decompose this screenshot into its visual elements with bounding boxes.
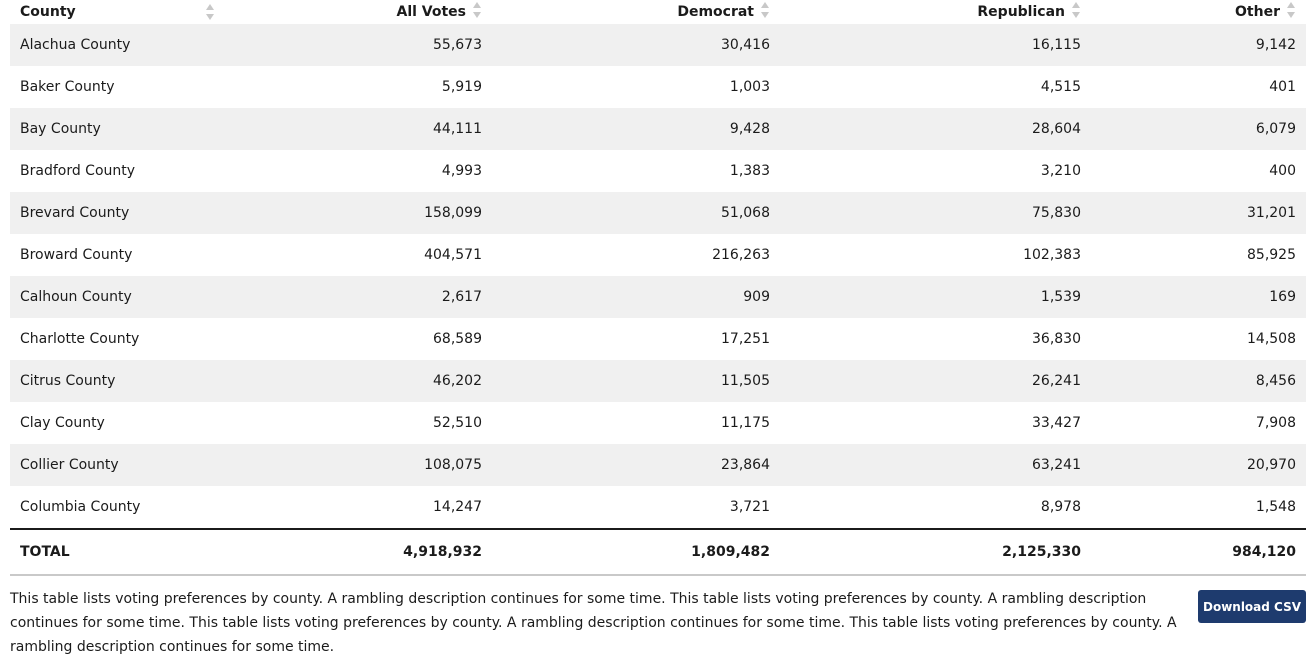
table-row: Alachua County 55,673 30,416 16,115 9,142 [10,24,1306,66]
democrat-cell: 30,416 [721,37,770,53]
republican-cell: 1,539 [1040,289,1081,305]
democrat-cell: 909 [743,289,770,305]
democrat-cell: 11,175 [721,415,770,431]
county-cell: Bay County [20,121,101,137]
table-row: Bradford County 4,993 1,383 3,210 400 [10,150,1306,192]
democrat-cell: 51,068 [721,205,770,221]
results-table: County All Votes Democrat Republican Oth… [10,0,1306,576]
county-cell: Alachua County [20,37,131,53]
all-votes-cell: 46,202 [433,373,482,389]
county-cell: Calhoun County [20,289,132,305]
republican-cell: 36,830 [1032,331,1081,347]
other-cell: 8,456 [1255,373,1296,389]
democrat-cell: 23,864 [721,457,770,473]
republican-cell: 3,210 [1040,163,1081,179]
county-cell: Bradford County [20,163,136,179]
total-all-votes: 4,918,932 [310,528,492,576]
other-cell: 14,508 [1247,331,1296,347]
column-header-label: County [20,4,76,20]
republican-cell: 28,604 [1032,121,1081,137]
table-row: Brevard County 158,099 51,068 75,830 31,201 [10,192,1306,234]
column-header-other[interactable]: Other [1091,0,1306,24]
other-cell: 7,908 [1255,415,1296,431]
column-header-label: Democrat [677,4,754,20]
all-votes-cell: 52,510 [433,415,482,431]
democrat-cell: 216,263 [712,247,770,263]
county-cell: Baker County [20,79,115,95]
total-other: 984,120 [1091,528,1306,576]
results-table-container: County All Votes Democrat Republican Oth… [10,0,1306,576]
other-cell: 401 [1269,79,1296,95]
table-row: Broward County 404,571 216,263 102,383 85,92… [10,234,1306,276]
democrat-cell: 9,428 [729,121,770,137]
other-cell: 169 [1269,289,1296,305]
all-votes-cell: 68,589 [433,331,482,347]
county-cell: Brevard County [20,205,130,221]
democrat-cell: 1,003 [729,79,770,95]
other-cell: 9,142 [1255,37,1296,53]
table-row: Charlotte County 68,589 17,251 36,830 14,508 [10,318,1306,360]
column-header-label: All Votes [396,4,466,20]
democrat-cell: 1,383 [729,163,770,179]
republican-cell: 75,830 [1032,205,1081,221]
county-cell: Broward County [20,247,133,263]
sort-arrows-icon[interactable] [760,1,770,19]
republican-cell: 26,241 [1032,373,1081,389]
table-description: This table lists voting preferences by c… [10,591,1177,655]
democrat-cell: 17,251 [721,331,770,347]
column-header-county[interactable]: County [10,0,310,24]
table-row: Columbia County 14,247 3,721 8,978 1,548 [10,486,1306,529]
county-cell: Charlotte County [20,331,140,347]
county-cell: Collier County [20,457,119,473]
republican-cell: 4,515 [1040,79,1081,95]
table-row: Baker County 5,919 1,003 4,515 401 [10,66,1306,108]
all-votes-cell: 55,673 [433,37,482,53]
all-votes-cell: 158,099 [424,205,482,221]
total-row: TOTAL 4,918,932 1,809,482 2,125,330 984,… [10,528,1306,576]
all-votes-cell: 404,571 [424,247,482,263]
sort-arrows-icon[interactable] [1071,1,1081,19]
table-row: Collier County 108,075 23,864 63,241 20,970 [10,444,1306,486]
column-header-republican[interactable]: Republican [780,0,1091,24]
county-cell: Columbia County [20,499,141,515]
other-cell: 1,548 [1255,499,1296,515]
sort-arrows-icon[interactable] [472,1,482,19]
other-cell: 85,925 [1247,247,1296,263]
download-csv-button[interactable]: Download CSV [1198,590,1306,623]
all-votes-cell: 2,617 [441,289,482,305]
table-row: Clay County 52,510 11,175 33,427 7,908 [10,402,1306,444]
other-cell: 6,079 [1255,121,1296,137]
all-votes-cell: 44,111 [433,121,482,137]
total-label: TOTAL [10,528,310,576]
column-header-democrat[interactable]: Democrat [492,0,780,24]
republican-cell: 33,427 [1032,415,1081,431]
all-votes-cell: 108,075 [424,457,482,473]
total-democrat: 1,809,482 [492,528,780,576]
table-row: Citrus County 46,202 11,505 26,241 8,456 [10,360,1306,402]
sort-arrows-icon[interactable] [1286,1,1296,19]
republican-cell: 102,383 [1023,247,1081,263]
all-votes-cell: 4,993 [441,163,482,179]
column-header-label: Republican [977,4,1065,20]
republican-cell: 8,978 [1040,499,1081,515]
all-votes-cell: 14,247 [433,499,482,515]
democrat-cell: 3,721 [729,499,770,515]
column-header-all-votes[interactable]: All Votes [310,0,492,24]
table-row: Bay County 44,111 9,428 28,604 6,079 [10,108,1306,150]
county-cell: Citrus County [20,373,116,389]
republican-cell: 16,115 [1032,37,1081,53]
other-cell: 400 [1269,163,1296,179]
all-votes-cell: 5,919 [441,79,482,95]
republican-cell: 63,241 [1032,457,1081,473]
county-cell: Clay County [20,415,105,431]
democrat-cell: 11,505 [721,373,770,389]
other-cell: 31,201 [1247,205,1296,221]
other-cell: 20,970 [1247,457,1296,473]
total-republican: 2,125,330 [780,528,1091,576]
sort-arrows-icon[interactable] [205,3,215,21]
table-row: Calhoun County 2,617 909 1,539 169 [10,276,1306,318]
table-header-row: County All Votes Democrat Republican Oth… [10,0,1306,24]
column-header-label: Other [1235,4,1280,20]
